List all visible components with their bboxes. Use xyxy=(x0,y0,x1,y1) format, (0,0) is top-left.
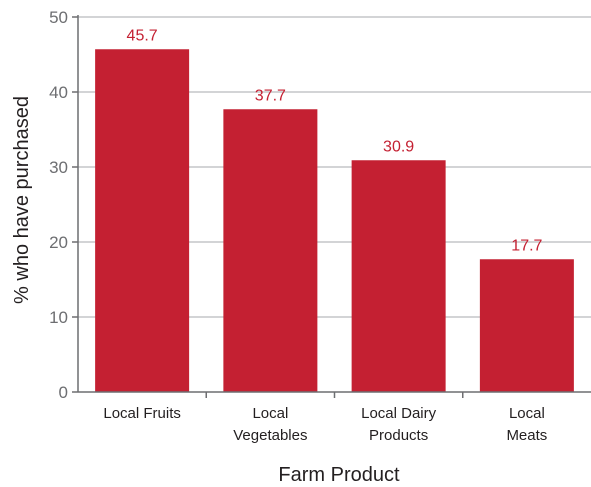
x-tick-label: Local Fruits xyxy=(103,405,181,422)
y-tick-label: 50 xyxy=(49,8,68,27)
x-tick-label: Local xyxy=(509,405,545,422)
y-tick-label: 0 xyxy=(59,383,68,402)
bar xyxy=(479,259,574,392)
x-tick-label: Local xyxy=(252,405,288,422)
x-tick-label: Products xyxy=(369,427,428,444)
y-tick-label: 20 xyxy=(49,233,68,252)
y-axis-title: % who have purchased xyxy=(11,96,33,304)
x-axis-title: Farm Product xyxy=(278,464,400,486)
y-tick-label: 40 xyxy=(49,83,68,102)
x-tick-label: Local Dairy xyxy=(361,405,437,422)
x-tick-label: Meats xyxy=(506,427,547,444)
bar xyxy=(351,160,446,392)
axes xyxy=(72,15,591,398)
bars xyxy=(95,49,574,392)
y-tick-label: 30 xyxy=(49,158,68,177)
bar-value-label: 17.7 xyxy=(511,237,542,254)
bar-value-label: 45.7 xyxy=(127,27,158,44)
x-tick-label: Vegetables xyxy=(233,427,307,444)
bar xyxy=(223,109,318,392)
y-tick-label: 10 xyxy=(49,308,68,327)
bar-value-label: 30.9 xyxy=(383,138,414,155)
labels: 0 10 20 30 40 50 45.7 Local Fruits 37.7 Local Vege… xyxy=(49,8,547,444)
bar xyxy=(95,49,190,392)
bar-value-label: 37.7 xyxy=(255,87,286,104)
